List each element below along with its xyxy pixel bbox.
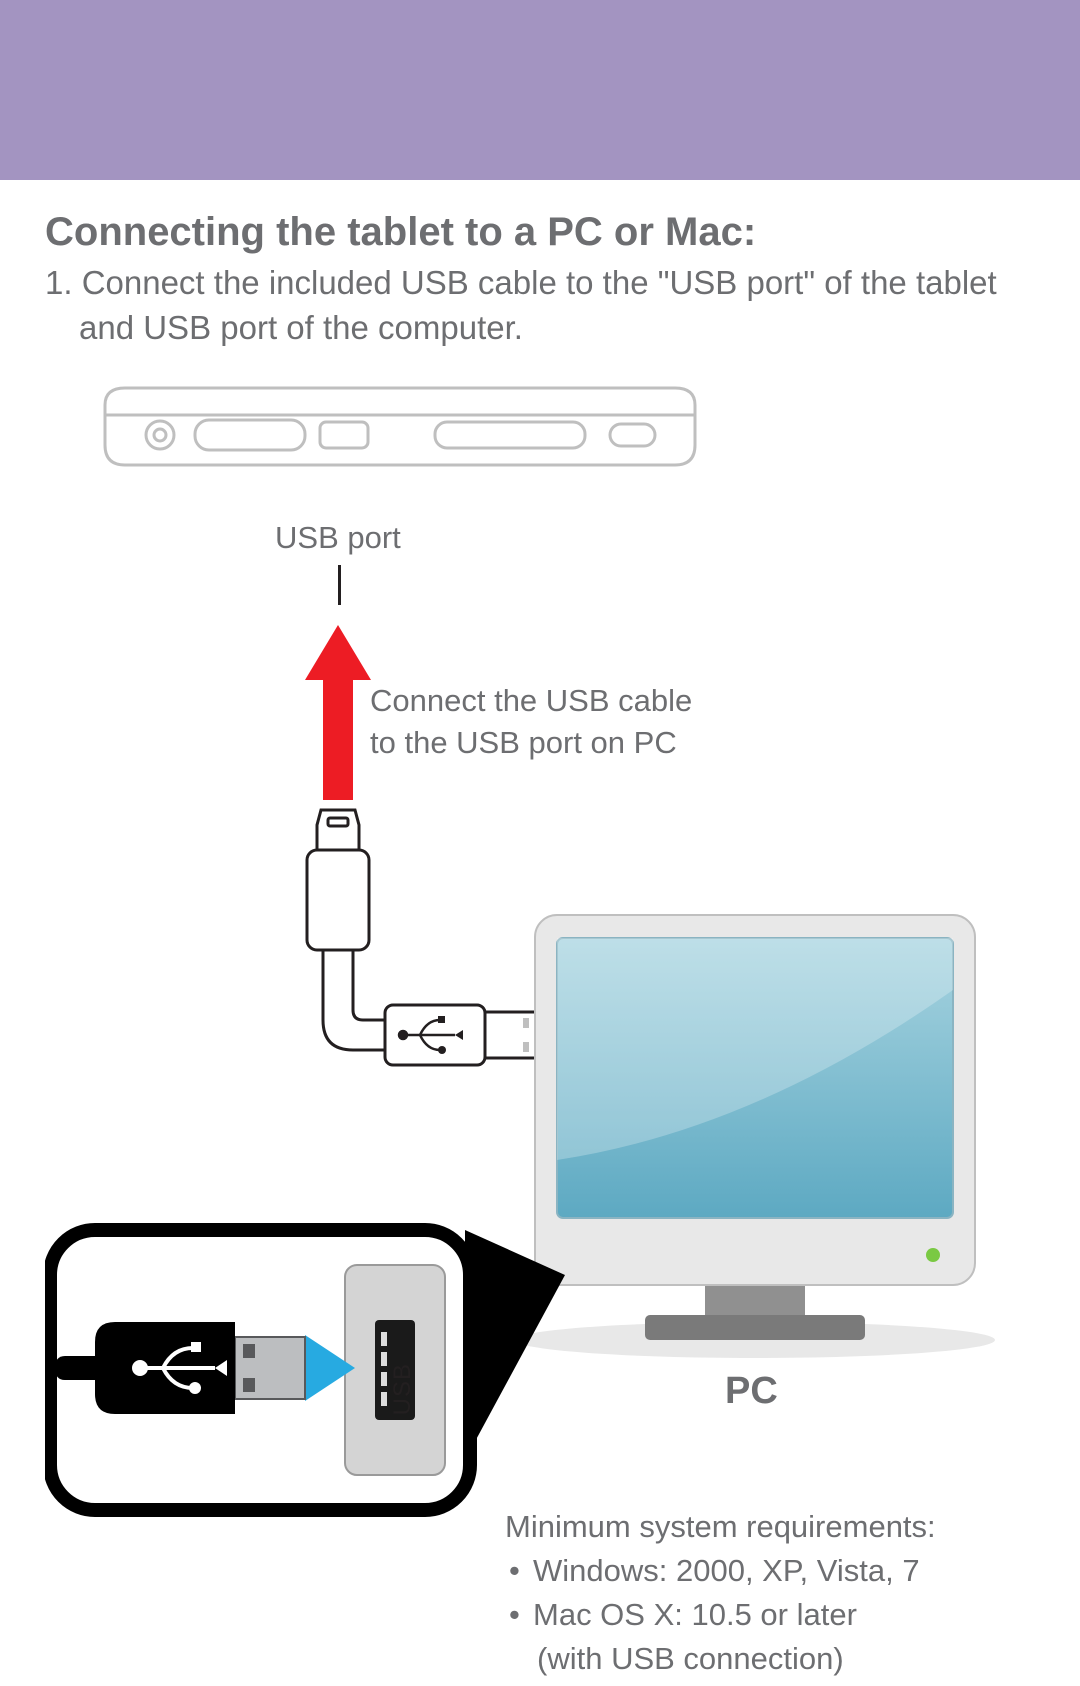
arrow-up-icon: [305, 625, 371, 800]
tick-mark: [338, 565, 341, 605]
content-area: Connecting the tablet to a PC or Mac: 1.…: [0, 180, 1080, 1670]
usb-a-connector-icon: [385, 1005, 540, 1065]
page-title: Connecting the tablet to a PC or Mac:: [45, 210, 1035, 255]
requirements-block: Minimum system requirements: Windows: 20…: [505, 1505, 936, 1681]
diagram-svg: [45, 350, 1045, 1670]
instruction-step: 1. Connect the included USB cable to the…: [79, 261, 1035, 350]
pc-label: PC: [725, 1370, 778, 1413]
header-band: [0, 0, 1080, 180]
diagram-container: USB port Connect the USB cable to the US…: [45, 350, 1035, 1670]
connect-line1: Connect the USB cable: [370, 680, 692, 722]
connect-line2: to the USB port on PC: [370, 722, 692, 764]
requirements-heading: Minimum system requirements:: [505, 1505, 936, 1549]
connect-instruction: Connect the USB cable to the USB port on…: [370, 680, 692, 764]
requirements-line1: Windows: 2000, XP, Vista, 7: [505, 1549, 936, 1593]
tablet-edge-icon: [105, 388, 695, 465]
requirements-line2: Mac OS X: 10.5 or later: [505, 1593, 936, 1637]
usb-mini-connector-icon: [307, 810, 385, 1050]
requirements-line3: (with USB connection): [505, 1637, 936, 1681]
usb-port-label: USB port: [275, 520, 401, 556]
pc-monitor-icon: [515, 915, 995, 1358]
usb-vertical-label: USB: [389, 1363, 417, 1415]
